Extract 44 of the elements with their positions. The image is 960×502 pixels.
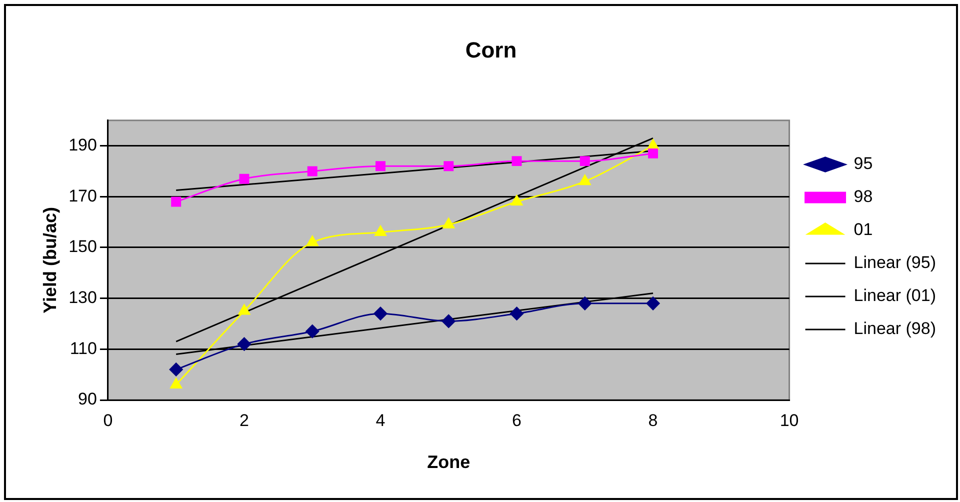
point bbox=[374, 306, 388, 320]
point bbox=[646, 296, 660, 310]
y-tick-label: 170 bbox=[68, 186, 97, 206]
y-axis-title: Yield (bu/ac) bbox=[40, 207, 60, 314]
y-tick-label: 130 bbox=[68, 288, 97, 308]
point bbox=[512, 156, 522, 166]
chart-title: Corn bbox=[465, 37, 517, 62]
y-tick-label: 150 bbox=[68, 237, 97, 256]
point bbox=[374, 225, 386, 236]
point bbox=[442, 314, 456, 328]
x-tick-label: 10 bbox=[780, 410, 799, 430]
x-tick-label: 6 bbox=[512, 410, 522, 430]
y-tick-label: 90 bbox=[78, 390, 97, 409]
point bbox=[510, 194, 523, 206]
point bbox=[648, 148, 658, 158]
point bbox=[306, 324, 320, 338]
point bbox=[239, 174, 250, 184]
point bbox=[578, 174, 591, 186]
legend-label: 95 bbox=[854, 154, 873, 174]
point bbox=[376, 161, 386, 172]
point bbox=[306, 236, 318, 246]
point bbox=[442, 218, 455, 228]
point bbox=[171, 196, 182, 207]
legend-label: 01 bbox=[854, 220, 873, 240]
x-tick-label: 4 bbox=[376, 410, 386, 430]
legend-label: Linear (95) bbox=[854, 253, 936, 272]
point bbox=[444, 161, 454, 172]
y-tick-label: 110 bbox=[70, 338, 97, 358]
point bbox=[169, 362, 183, 376]
point bbox=[578, 296, 592, 310]
point bbox=[238, 304, 250, 315]
point bbox=[170, 378, 182, 388]
legend-label: 98 bbox=[854, 187, 873, 206]
point bbox=[307, 166, 318, 176]
y-tick-label: 190 bbox=[68, 136, 97, 155]
legend-label: Linear (98) bbox=[854, 319, 936, 338]
x-tick-label: 0 bbox=[103, 410, 113, 430]
point bbox=[237, 337, 251, 351]
point bbox=[580, 156, 590, 166]
legend-label: Linear (01) bbox=[854, 286, 936, 306]
point bbox=[510, 306, 524, 320]
x-axis-title: Zone bbox=[427, 452, 470, 472]
x-tick-label: 2 bbox=[239, 410, 249, 430]
x-tick-label: 8 bbox=[648, 410, 658, 430]
